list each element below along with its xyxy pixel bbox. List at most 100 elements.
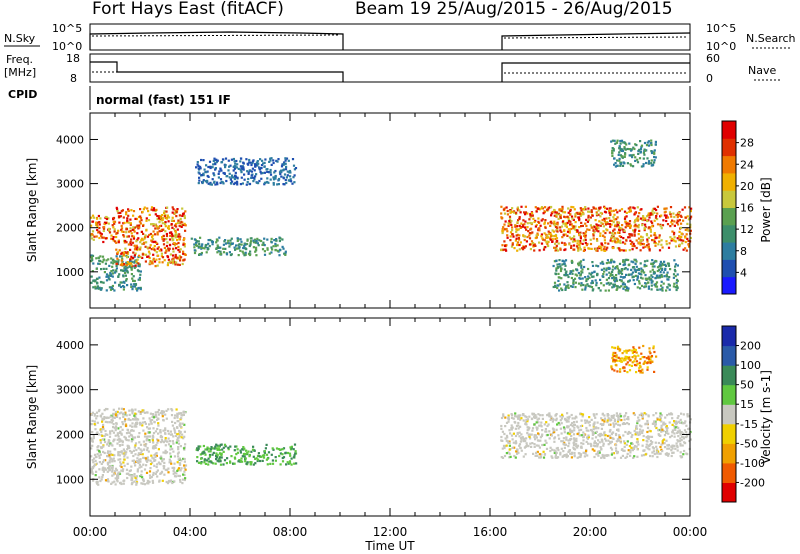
data-cell xyxy=(675,442,678,445)
data-cell xyxy=(549,224,552,227)
data-cell xyxy=(580,209,583,212)
data-cell xyxy=(122,461,125,464)
data-cell xyxy=(272,159,275,162)
data-cell xyxy=(213,174,216,177)
data-cell xyxy=(573,454,576,457)
data-cell xyxy=(643,285,646,288)
data-cell xyxy=(111,429,114,432)
data-cell xyxy=(104,479,108,482)
data-cell xyxy=(660,443,663,446)
data-cell xyxy=(631,241,634,244)
data-cell xyxy=(646,238,649,241)
data-cell xyxy=(593,449,596,452)
data-cell xyxy=(92,461,95,464)
data-cell xyxy=(636,432,639,435)
data-cell xyxy=(647,219,650,222)
data-cell xyxy=(163,215,166,218)
data-cell xyxy=(139,215,142,218)
data-cell xyxy=(125,472,128,475)
data-cell xyxy=(634,433,637,436)
data-cell xyxy=(284,250,287,253)
data-cell xyxy=(568,442,571,445)
data-cell xyxy=(178,214,181,217)
data-cell xyxy=(679,214,682,217)
data-cell xyxy=(592,428,595,431)
data-cell xyxy=(536,454,539,457)
data-cell xyxy=(657,243,660,246)
data-cell xyxy=(677,440,680,443)
data-cell xyxy=(654,242,657,245)
data-cell xyxy=(560,447,563,450)
data-cell xyxy=(510,424,513,427)
data-cell xyxy=(117,474,120,477)
data-cell xyxy=(575,420,578,423)
data-cell xyxy=(199,445,202,448)
data-cell xyxy=(595,207,598,210)
data-cell xyxy=(553,214,556,217)
data-cell xyxy=(166,241,169,244)
data-cell xyxy=(511,438,514,441)
cpid-label: CPID xyxy=(8,88,37,101)
data-cell xyxy=(132,459,135,462)
data-cell xyxy=(674,426,677,429)
data-cell xyxy=(263,161,266,164)
data-cell xyxy=(616,345,620,348)
data-cell xyxy=(147,459,150,462)
data-cell xyxy=(627,430,630,434)
data-cell xyxy=(181,262,184,266)
data-cell xyxy=(234,174,237,177)
data-cell xyxy=(613,424,616,427)
data-cell xyxy=(256,237,259,240)
data-cell xyxy=(627,224,630,228)
data-cell xyxy=(659,417,662,420)
data-cell xyxy=(131,408,134,411)
data-cell xyxy=(102,444,105,447)
data-cell xyxy=(635,144,638,147)
data-cell xyxy=(279,170,282,174)
data-cell xyxy=(583,234,586,237)
data-cell xyxy=(130,264,133,267)
data-cell xyxy=(100,268,103,271)
data-cell xyxy=(602,230,605,233)
data-cell xyxy=(271,447,274,450)
data-cell xyxy=(638,433,642,436)
data-cell xyxy=(157,408,160,412)
data-cell xyxy=(127,214,130,217)
data-cell xyxy=(511,233,514,236)
data-cell xyxy=(688,439,691,443)
data-cell xyxy=(562,437,565,440)
data-cell xyxy=(518,248,521,251)
data-cell xyxy=(557,266,560,269)
data-cell xyxy=(647,236,650,239)
data-cell xyxy=(653,207,656,211)
data-cell xyxy=(134,442,138,445)
data-cell xyxy=(137,454,140,457)
data-cell xyxy=(661,286,664,289)
data-cell xyxy=(104,433,107,436)
data-cell xyxy=(558,259,561,262)
data-cell xyxy=(149,467,152,470)
data-cell xyxy=(212,163,215,166)
data-cell xyxy=(662,421,665,424)
data-cell xyxy=(265,443,268,446)
data-cell xyxy=(258,239,261,242)
data-cell xyxy=(613,225,617,228)
data-cell xyxy=(274,169,277,173)
data-cell xyxy=(546,236,549,239)
data-cell xyxy=(194,241,198,244)
data-cell xyxy=(141,421,144,424)
data-cell xyxy=(178,250,181,253)
data-cell xyxy=(108,454,111,457)
data-cell xyxy=(143,483,147,486)
data-cell xyxy=(110,261,113,264)
data-cell xyxy=(196,447,199,450)
data-cell xyxy=(276,249,279,252)
data-cell xyxy=(183,430,186,433)
data-cell xyxy=(165,234,169,238)
data-cell xyxy=(680,412,683,415)
data-cell xyxy=(543,423,546,426)
data-cell xyxy=(629,454,632,457)
data-cell xyxy=(272,178,276,181)
data-cell xyxy=(647,355,650,358)
data-cell xyxy=(107,275,110,278)
